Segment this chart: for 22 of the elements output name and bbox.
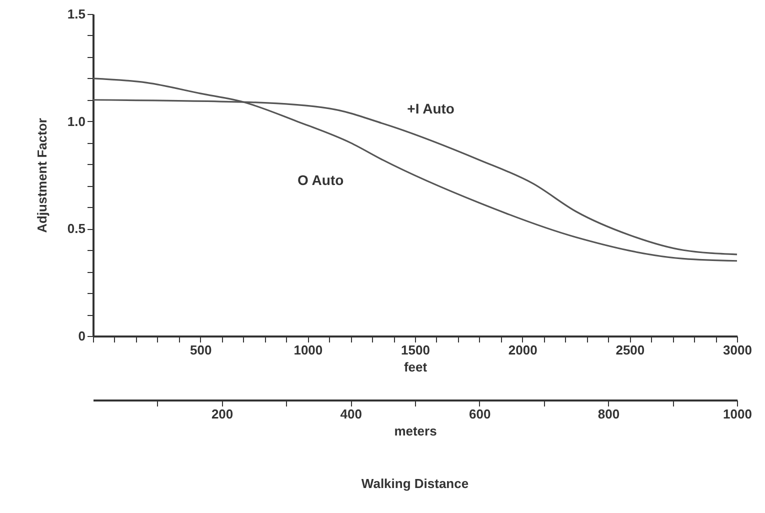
x-tick-label: 1500 [401, 342, 430, 358]
x2-tick-label: 400 [340, 406, 362, 422]
x2-tick-label: 1000 [723, 406, 752, 422]
x-tick-label: 2500 [616, 342, 645, 358]
x2-axis-title: meters [394, 424, 437, 438]
text: O Auto [298, 172, 344, 188]
x2-tick-label: 200 [211, 406, 234, 422]
x-tick-label: 2000 [508, 342, 538, 358]
line-series [92, 78, 738, 262]
text: Walking Distance [361, 476, 469, 491]
series-label: +I Auto [407, 100, 454, 116]
y-tick-label: 0 [78, 328, 86, 344]
x2-tick-label: 600 [469, 406, 491, 422]
y-tick-label: 1.0 [67, 114, 86, 129]
x-tick-label: 3000 [723, 342, 752, 358]
x-axis-title: feet [404, 360, 428, 374]
x-tick-label: 500 [190, 342, 212, 358]
y-axis-title: Adjustment Factor [34, 118, 50, 233]
y-tick-label: 0.5 [67, 221, 86, 236]
y-tick-label: 1.5 [67, 6, 86, 22]
x-tick-label: 1000 [294, 342, 323, 358]
x2-tick-label: 800 [598, 406, 620, 422]
